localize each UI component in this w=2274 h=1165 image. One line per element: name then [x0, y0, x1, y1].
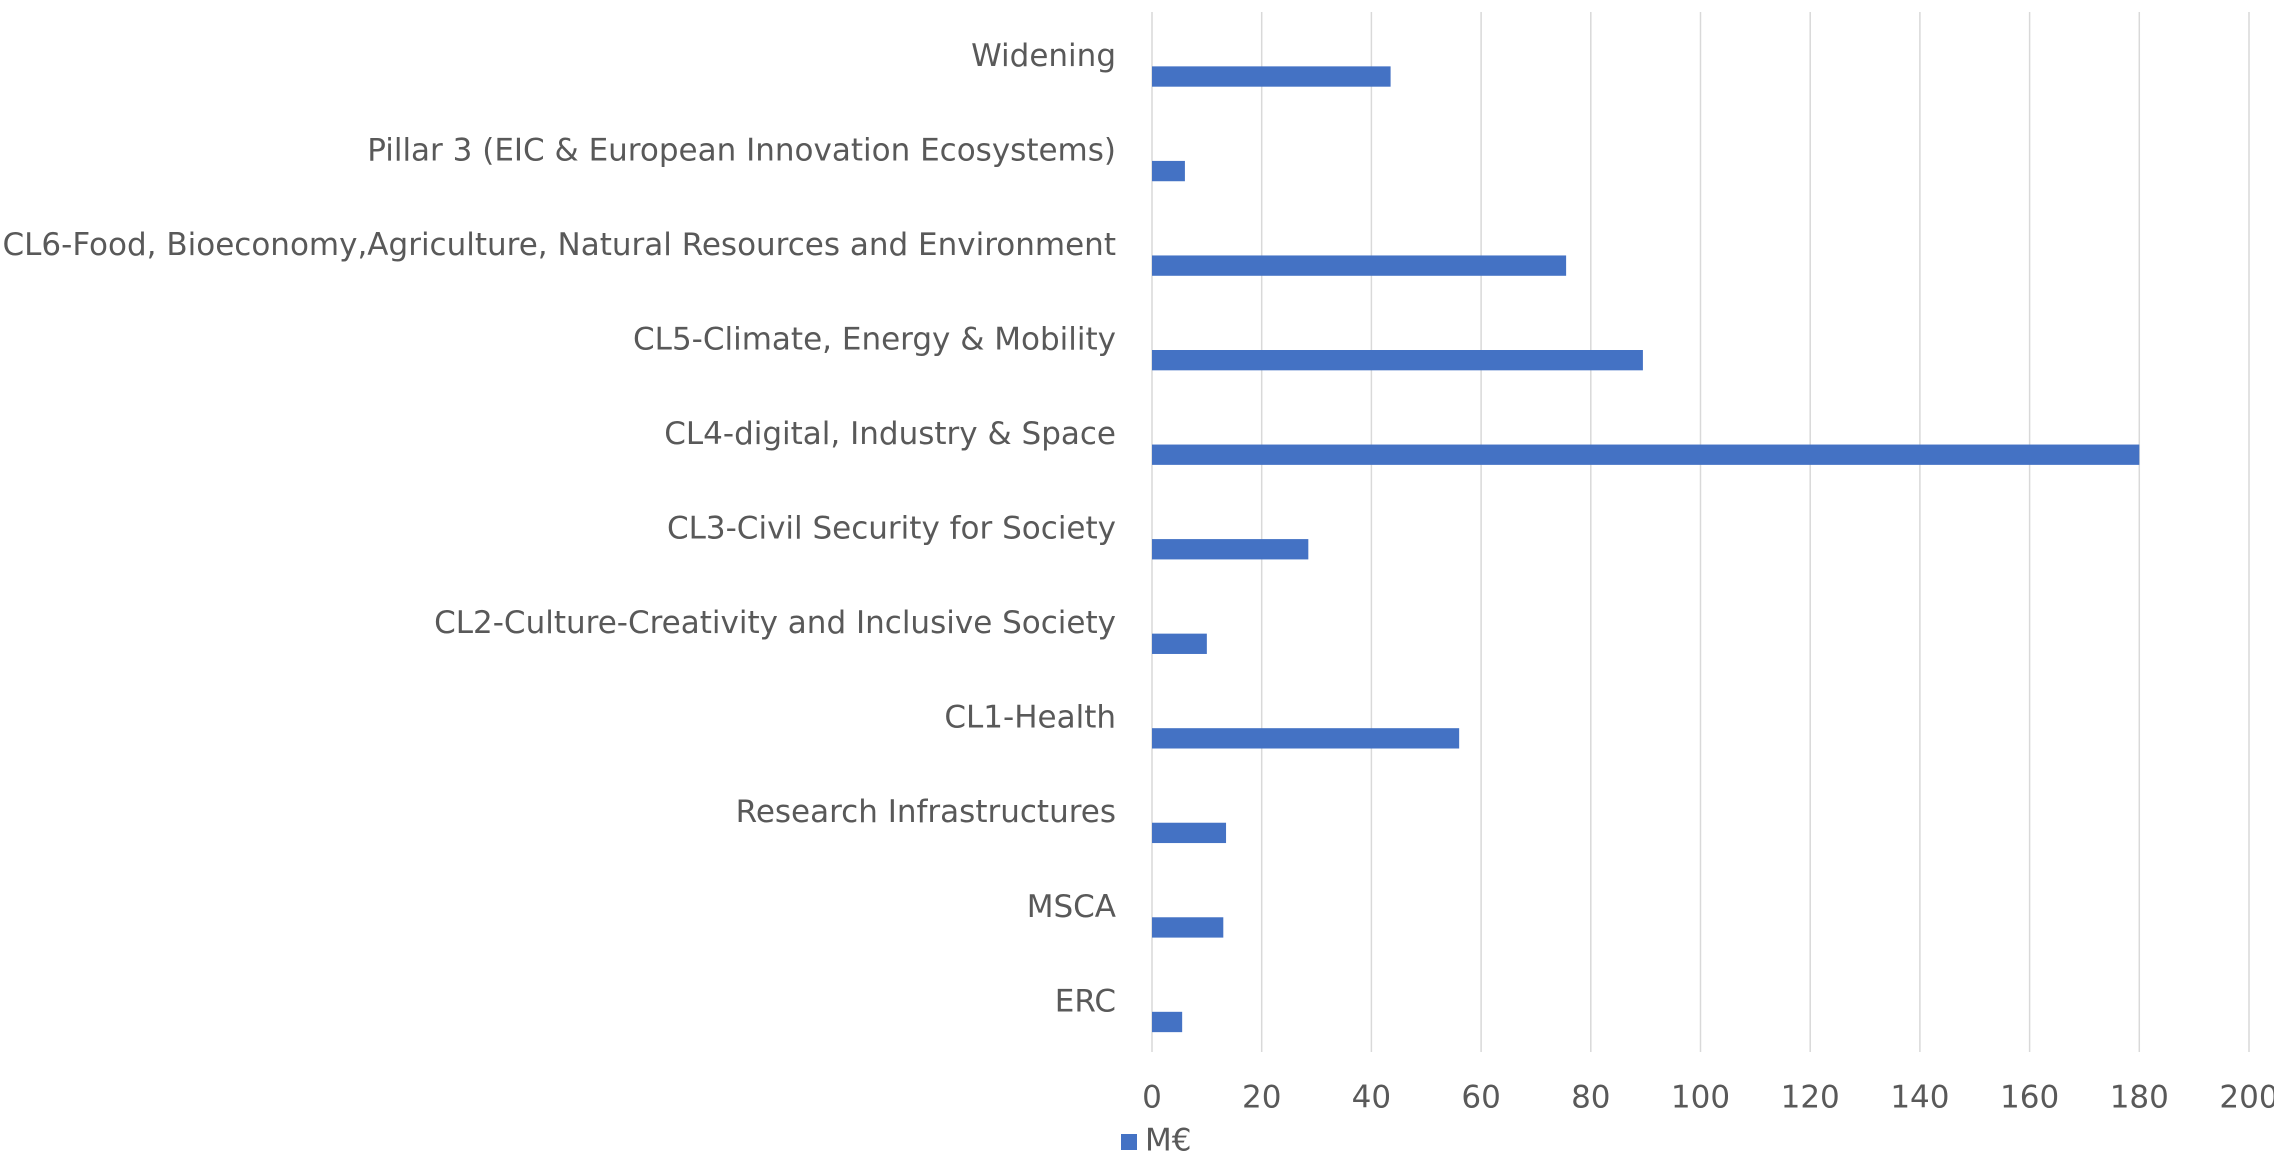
y-tick-label: CL6-Food, Bioeconomy,Agriculture, Natura…	[3, 227, 1117, 263]
bar	[1152, 1011, 1183, 1033]
x-tick-label: 0	[1142, 1080, 1162, 1116]
x-tick-label: 40	[1352, 1080, 1391, 1116]
x-tick-label: 60	[1461, 1080, 1500, 1116]
bar	[1152, 917, 1224, 938]
y-tick-label: CL5-Climate, Energy & Mobility	[633, 322, 1116, 358]
legend-label: M€	[1145, 1123, 1191, 1159]
y-tick-label: CL1-Health	[944, 700, 1116, 736]
bar	[1152, 444, 2140, 465]
x-tick-label: 200	[2219, 1080, 2274, 1116]
bar	[1152, 822, 1227, 844]
y-tick-label: ERC	[1055, 983, 1116, 1019]
x-tick-label: 20	[1242, 1080, 1281, 1116]
bar	[1152, 255, 1567, 276]
x-tick-label: 100	[1671, 1080, 1730, 1116]
y-tick-label: CL2-Culture-Creativity and Inclusive Soc…	[434, 605, 1116, 641]
y-tick-label: MSCA	[1027, 889, 1116, 925]
bar	[1152, 160, 1185, 182]
bar	[1152, 539, 1309, 560]
bar	[1152, 350, 1643, 371]
legend-swatch	[1121, 1134, 1137, 1150]
x-tick-label: 80	[1571, 1080, 1610, 1116]
y-tick-label: Pillar 3 (EIC & European Innovation Ecos…	[367, 132, 1116, 168]
x-tick-label: 140	[1890, 1080, 1949, 1116]
bar	[1152, 66, 1391, 87]
y-tick-label: Widening	[971, 38, 1116, 74]
x-tick-label: 180	[2110, 1080, 2169, 1116]
bar	[1152, 728, 1460, 749]
bar	[1152, 633, 1207, 654]
y-tick-label: CL4-digital, Industry & Space	[664, 416, 1116, 452]
x-tick-label: 160	[2000, 1080, 2059, 1116]
x-tick-label: 120	[1781, 1080, 1840, 1116]
y-tick-label: Research Infrastructures	[736, 794, 1116, 830]
y-tick-label: CL3-Civil Security for Society	[667, 511, 1116, 547]
